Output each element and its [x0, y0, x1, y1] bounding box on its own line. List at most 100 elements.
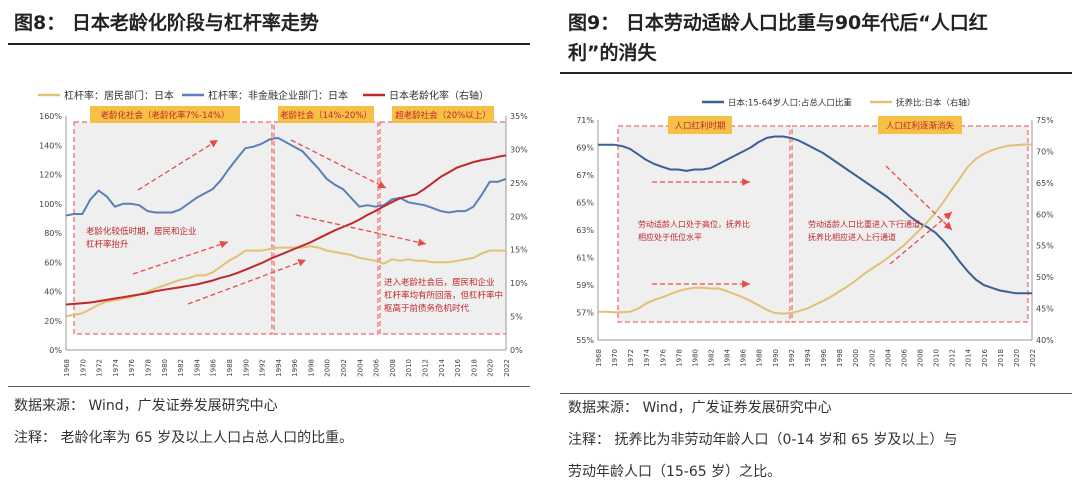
- left-note-rise-line2: 杠杆率抬升: [86, 239, 129, 250]
- left-x-tick-label: 2022: [503, 359, 511, 377]
- left-x-tick-label: 1984: [193, 358, 201, 376]
- left-callout-label-aging-society: 老龄化社会（老龄化率7%-14%）: [101, 110, 230, 121]
- left-x-tick-label: 2014: [438, 358, 446, 376]
- left-x-tick-label: 1994: [275, 358, 283, 376]
- left-callout-box-aging-society: [90, 106, 240, 123]
- right-x-tick-label: 1984: [724, 348, 732, 366]
- left-legend-label-aging: 日本老龄化率（右轴）: [389, 89, 489, 102]
- right-x-tick-label: 1998: [836, 349, 844, 367]
- right-x-tick-label: 1980: [691, 349, 699, 367]
- left-callout-label-super-aged: 超老龄社会（20%以上）: [395, 110, 490, 121]
- left-x-tick-label: 1990: [242, 359, 250, 377]
- left-x-tick-label: 1992: [259, 359, 267, 377]
- left-legend: 杠杆率：居民部门：日本 杠杆率：非金融企业部门：日本 日本老龄化率（右轴）: [38, 89, 489, 102]
- right-x-tick-label: 2000: [852, 349, 860, 367]
- right-callout-label-dividend: 人口红利时期: [674, 121, 725, 132]
- right-callout-box-dividend-fading: [878, 116, 962, 134]
- left-x-tick-label: 2002: [340, 359, 348, 377]
- left-legend-label-household: 杠杆率：居民部门：日本: [64, 89, 174, 102]
- right-x-tick-label: 1968: [595, 349, 603, 367]
- right-x-tick-label: 1990: [772, 349, 780, 367]
- right-x-tick-label: 2018: [997, 349, 1005, 367]
- left-legend-label-corporate: 杠杆率：非金融企业部门：日本: [208, 89, 348, 102]
- right-x-tick-label: 2022: [1029, 349, 1037, 367]
- right-y-left-tick-label: 55%: [576, 336, 594, 345]
- right-x-tick-label: 2012: [949, 349, 957, 367]
- right-x-tick-label: 2014: [965, 348, 973, 366]
- left-note-rise-line1: 老龄化较低时期，居民和企业: [86, 226, 197, 237]
- left-x-tick-label: 1976: [128, 358, 136, 376]
- left-y-left-tick-label: 100%: [39, 200, 62, 209]
- right-x-tick-label: 1994: [804, 348, 812, 366]
- right-y-left-tick-label: 69%: [576, 144, 594, 153]
- right-note-line2: 劳动年龄人口（15-65 岁）之比。: [568, 464, 782, 480]
- left-x-tick-label: 1988: [226, 359, 234, 377]
- right-legend: 日本:15-64岁人口:占总人口比重 抚养比:日本（右轴）: [702, 98, 975, 109]
- left-x-tick-label: 1972: [96, 359, 104, 377]
- right-y-right-tick-label: 65%: [1036, 179, 1054, 188]
- right-y-right-tick-label: 40%: [1036, 336, 1054, 345]
- left-series-line-1: [65, 136, 507, 217]
- left-era-super-aged-region: [379, 121, 507, 335]
- right-y-right-tick-label: 60%: [1036, 210, 1054, 219]
- left-y-left-tick-label: 80%: [44, 229, 62, 238]
- left-source: 数据来源： Wind，广发证券发展研究中心: [14, 398, 278, 414]
- left-y-left-tick-label: 20%: [44, 317, 62, 326]
- left-y-right-tick-label: 0%: [510, 346, 523, 355]
- left-y-left-tick-label: 0%: [49, 346, 62, 355]
- right-source-rule: [560, 393, 1072, 394]
- left-x-tick-label: 1980: [161, 359, 169, 377]
- right-y-left-tick-label: 65%: [576, 199, 594, 208]
- left-y-right-tick-label: 5%: [510, 313, 523, 322]
- right-chart: 日本:15-64岁人口:占总人口比重 抚养比:日本（右轴） 55% 57% 59% 6…: [576, 98, 1054, 367]
- left-y-right-tick-label: 30%: [510, 145, 528, 154]
- left-source-rule: [8, 386, 530, 387]
- right-figure-title-line1: 图9： 日本劳动适龄人口比重与90年代后“人口红: [568, 12, 988, 34]
- right-y-right-tick-label: 45%: [1036, 305, 1054, 314]
- right-callout-label-dividend-fading: 人口红利逐渐消失: [886, 121, 955, 132]
- left-note-fall-line3: 枢高于前债务危机时代: [384, 303, 470, 314]
- left-x-tick-label: 1986: [210, 358, 218, 376]
- left-note-fall-line2: 杠杆率均有所回落，但杠杆率中: [384, 290, 503, 301]
- right-x-tick-label: 2002: [868, 349, 876, 367]
- right-note-line1: 注释： 抚养比为非劳动年龄人口（0-14 岁和 65 岁及以上）与: [568, 432, 958, 448]
- right-y-left-tick-label: 61%: [576, 254, 594, 263]
- left-figure-title: 图8： 日本老龄化阶段与杠杆率走势: [14, 12, 319, 34]
- right-y-right-tick-label: 50%: [1036, 273, 1054, 282]
- right-series-line-1: [598, 143, 1032, 315]
- left-x-tick-label: 2012: [422, 359, 430, 377]
- right-source: 数据来源： Wind，广发证券发展研究中心: [568, 400, 832, 416]
- right-note-fading-line2: 抚养比相应进入上行通道: [808, 232, 896, 242]
- left-x-tick-label: 1970: [79, 359, 87, 377]
- left-x-tick-label: 1996: [291, 358, 299, 376]
- left-arrow-corp-falling: [290, 139, 387, 189]
- right-x-tick-label: 2020: [1013, 349, 1021, 367]
- right-title-rule: [560, 72, 1072, 74]
- right-y-right-tick-label: 70%: [1036, 147, 1054, 156]
- left-era-aged-society-region: [273, 121, 379, 335]
- right-x-tick-label: 1992: [788, 349, 796, 367]
- right-note-dividend-line1: 劳动适龄人口处于高位，抚养比: [638, 219, 750, 229]
- left-x-tick-label: 2004: [356, 358, 364, 376]
- right-series-line-0: [598, 135, 1032, 295]
- right-y-left-tick-label: 63%: [576, 226, 594, 235]
- left-x-tick-label: 1998: [307, 359, 315, 377]
- right-callout-box-dividend: [668, 116, 732, 134]
- left-x-tick-label: 2020: [487, 359, 495, 377]
- left-x-tick-label: 2000: [324, 359, 332, 377]
- left-x-tick-label: 1978: [144, 359, 152, 377]
- right-note-fading-line1: 劳动适龄人口比重进入下行通道，: [808, 219, 928, 229]
- right-x-tick-label: 2016: [981, 348, 989, 366]
- left-y-right-tick-label: 25%: [510, 179, 528, 188]
- left-arrow-aging-rising: [187, 259, 307, 305]
- right-y-left-tick-label: 59%: [576, 281, 594, 290]
- left-note-fall-line1: 进入老龄社会后，居民和企业: [384, 277, 495, 288]
- right-x-tick-label: 1976: [659, 348, 667, 366]
- left-y-right-tick-label: 15%: [510, 246, 528, 255]
- right-arrows: [652, 165, 953, 288]
- left-arrow-household-rising: [132, 240, 229, 275]
- right-x-tick-label: 2004: [884, 348, 892, 366]
- left-x-tick-label: 1974: [112, 358, 120, 376]
- right-figure-title-line2: 利”的消失: [568, 42, 657, 64]
- left-x-tick-label: 2006: [373, 358, 381, 376]
